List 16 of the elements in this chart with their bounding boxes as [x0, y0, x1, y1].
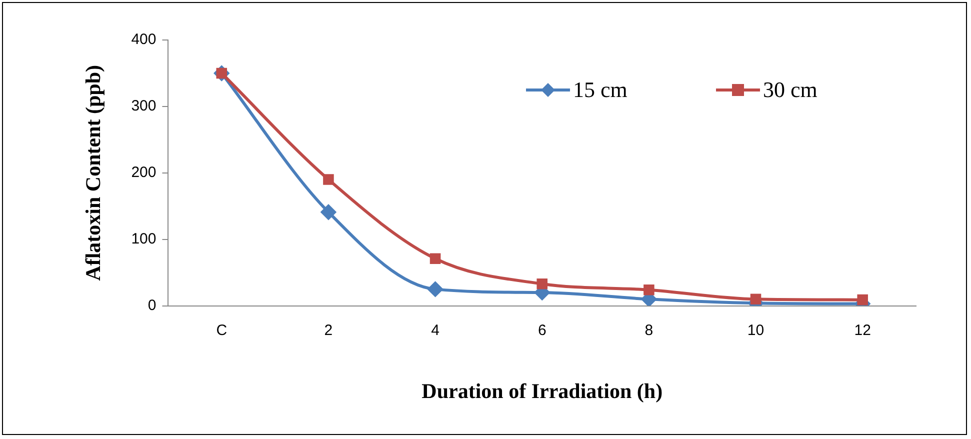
- x-axis-title: Duration of Irradiation (h): [422, 378, 663, 403]
- legend-label: 15 cm: [573, 76, 628, 102]
- x-tick-label: 2: [324, 322, 333, 339]
- x-tick-label: 4: [431, 322, 440, 339]
- y-tick-label: 100: [131, 230, 156, 248]
- x-tick-label: 6: [538, 322, 546, 339]
- x-tick-label: 12: [854, 322, 871, 339]
- x-tick-label: 10: [747, 322, 764, 339]
- y-tick-label: 0: [148, 296, 156, 314]
- legend-label: 30 cm: [763, 76, 818, 102]
- x-tick-label: C: [216, 322, 228, 339]
- y-tick-label: 200: [131, 164, 156, 182]
- y-tick-label: 300: [131, 98, 156, 115]
- y-axis-title: Aflatoxin Content (ppb): [81, 64, 106, 281]
- y-tick-label: 400: [131, 31, 156, 48]
- x-tick-label: 8: [644, 322, 654, 339]
